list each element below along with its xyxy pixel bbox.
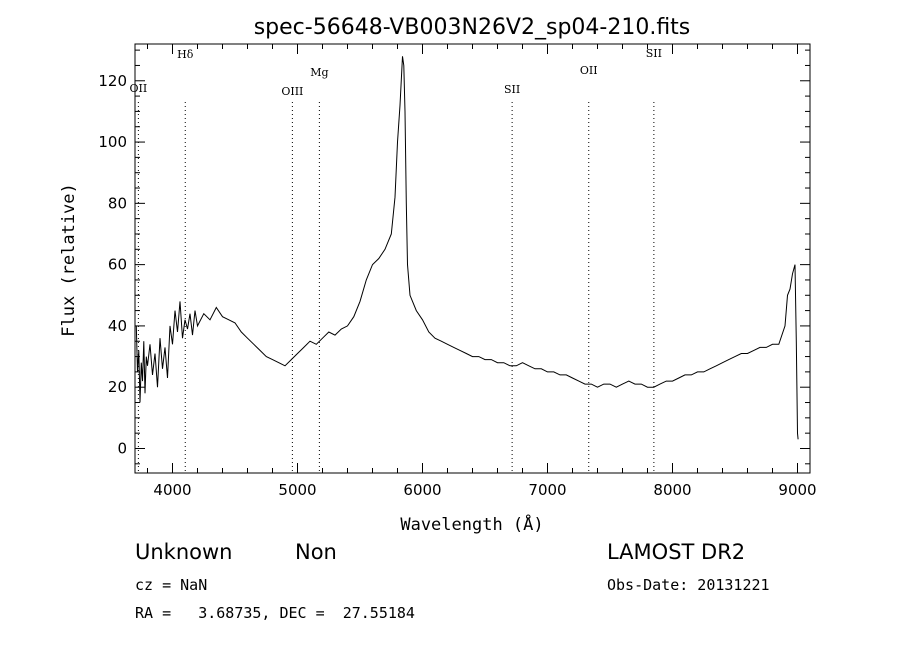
x-tick-label: 9000 bbox=[778, 481, 816, 499]
redshift-label: cz = NaN bbox=[135, 576, 208, 594]
y-tick-label: 80 bbox=[108, 194, 127, 212]
x-tick-label: 8000 bbox=[653, 481, 691, 499]
x-tick-label: 4000 bbox=[153, 481, 191, 499]
y-tick-label: 120 bbox=[98, 72, 127, 90]
line-marker-label: SII bbox=[504, 83, 520, 96]
x-tick-label: 5000 bbox=[278, 481, 316, 499]
y-axis-label: Flux (relative) bbox=[59, 183, 79, 337]
subclass-label: Non bbox=[295, 540, 337, 564]
class-label: Unknown bbox=[135, 540, 233, 564]
plot-frame bbox=[134, 43, 811, 474]
x-tick-label: 6000 bbox=[403, 481, 441, 499]
line-marker-label: SII bbox=[646, 47, 662, 60]
x-tick-label: 7000 bbox=[528, 481, 566, 499]
survey-label: LAMOST DR2 bbox=[607, 540, 746, 564]
line-marker-label: Mg bbox=[310, 66, 328, 79]
line-marker-label: Hδ bbox=[177, 48, 194, 61]
y-tick-label: 20 bbox=[108, 378, 127, 396]
line-marker-label: OIII bbox=[281, 85, 303, 98]
chart-title: spec-56648-VB003N26V2_sp04-210.fits bbox=[254, 15, 691, 40]
y-tick-label: 0 bbox=[117, 439, 127, 457]
line-marker-label: OII bbox=[580, 64, 598, 77]
y-tick-label: 60 bbox=[108, 256, 127, 274]
obs-date-label: Obs-Date: 20131221 bbox=[607, 576, 770, 594]
coordinates-label: RA = 3.68735, DEC = 27.55184 bbox=[135, 604, 415, 622]
plot-area: OII Hδ OIII Mg SII OII SII 4000 5000 6000 7000 8000… bbox=[98, 43, 817, 499]
series-line bbox=[135, 56, 799, 440]
line-marker-label: OII bbox=[130, 82, 148, 95]
x-axis-label: Wavelength (Å) bbox=[400, 513, 543, 535]
spectrum-chart: spec-56648-VB003N26V2_sp04-210.fits OII H… bbox=[59, 15, 817, 535]
y-tick-label: 100 bbox=[98, 133, 127, 151]
y-tick-label: 40 bbox=[108, 317, 127, 335]
